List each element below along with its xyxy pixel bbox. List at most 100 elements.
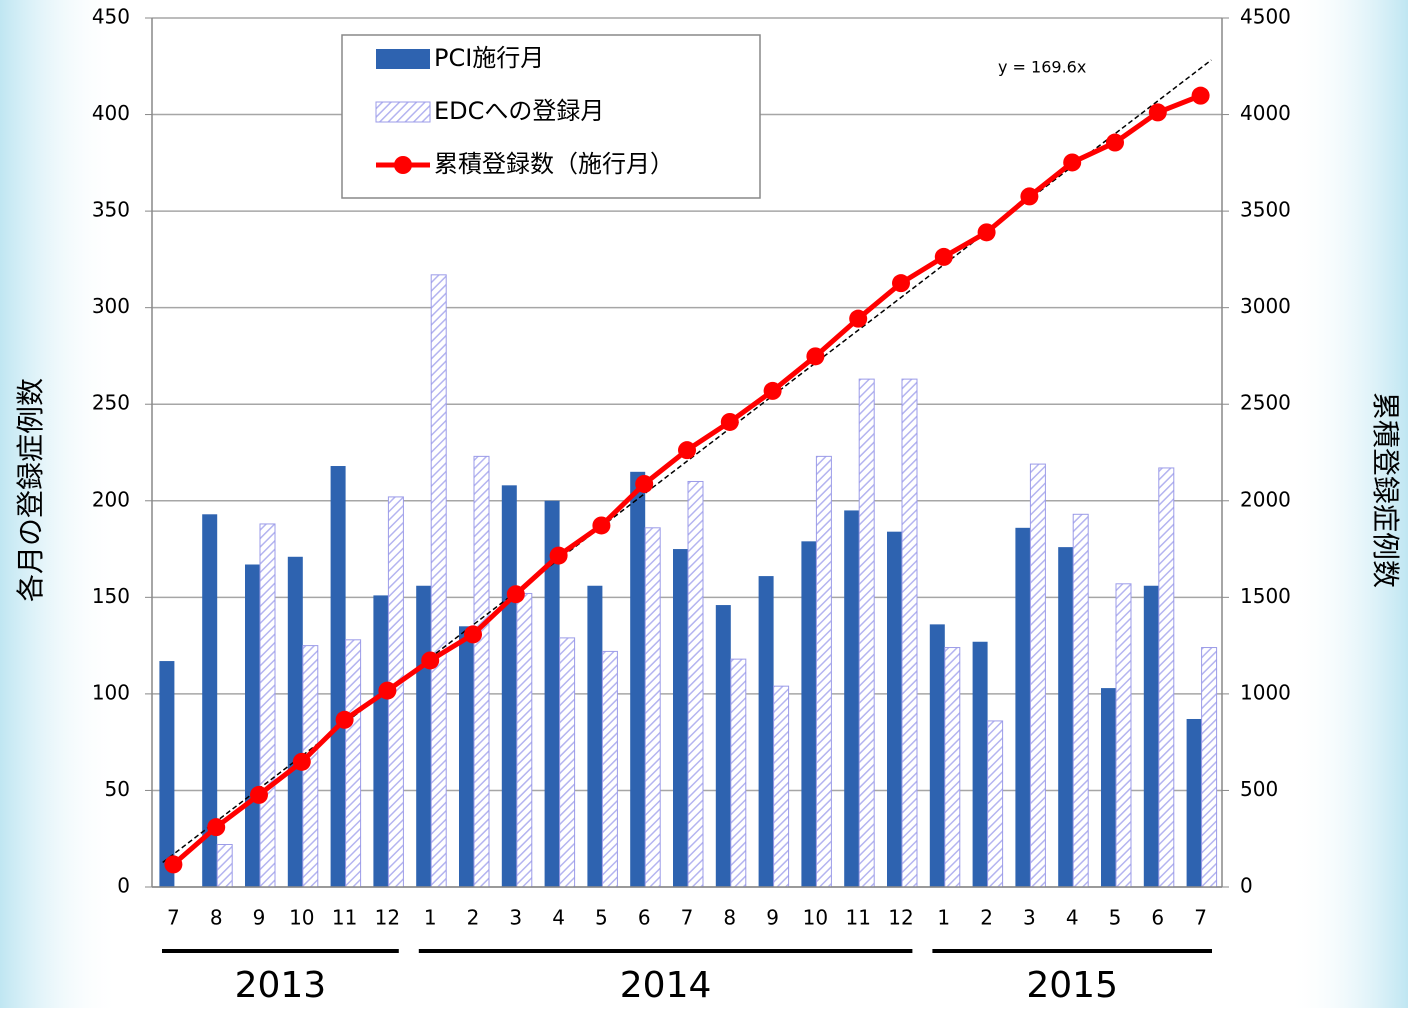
marker	[635, 474, 654, 493]
legend-swatch	[376, 49, 430, 69]
bar	[1029, 463, 1046, 888]
bar	[202, 514, 218, 887]
y2-tick-label: 0	[1240, 874, 1253, 898]
bar	[715, 605, 731, 887]
background	[1288, 0, 1408, 1008]
y2-tick-label: 2500	[1240, 391, 1291, 415]
bar	[1072, 513, 1089, 888]
marker	[421, 651, 440, 670]
bar	[516, 592, 533, 888]
x-tick-label: 4	[552, 906, 565, 930]
marker	[1020, 187, 1039, 206]
y2-tick-label: 1000	[1240, 680, 1291, 704]
bar	[1158, 467, 1175, 888]
bar	[416, 585, 432, 887]
x-tick-label: 11	[845, 906, 870, 930]
x-tick-label: 12	[888, 906, 913, 930]
bar	[1115, 583, 1132, 888]
bar	[430, 274, 447, 888]
bar	[758, 576, 774, 887]
bar	[972, 641, 988, 887]
marker	[164, 855, 183, 874]
bar	[644, 527, 661, 888]
legend-swatch	[394, 156, 412, 174]
y-tick-label: 250	[92, 391, 130, 415]
x-tick-label: 1	[937, 906, 950, 930]
marker	[720, 412, 739, 431]
legend-label: PCI施行月	[434, 44, 544, 72]
y2-tick-label: 1500	[1240, 584, 1291, 608]
x-tick-label: 7	[1194, 906, 1207, 930]
x-tick-label: 10	[289, 906, 314, 930]
bar	[159, 661, 175, 887]
x-tick-label: 5	[1109, 906, 1122, 930]
bar	[259, 523, 276, 888]
bar	[801, 541, 817, 887]
marker	[977, 223, 996, 242]
bar	[929, 624, 945, 887]
y-axis-label: 各月の登録症例数	[14, 378, 47, 602]
marker	[592, 516, 611, 535]
marker	[1106, 133, 1124, 152]
bar	[587, 585, 603, 887]
marker	[849, 309, 868, 328]
bar	[330, 466, 346, 887]
year-label: 2015	[1026, 965, 1118, 1006]
x-tick-label: 7	[167, 906, 180, 930]
bar	[345, 639, 362, 888]
y-tick-label: 0	[117, 874, 130, 898]
x-tick-label: 10	[803, 906, 828, 930]
bar	[730, 658, 747, 888]
marker	[1148, 103, 1167, 122]
bar	[844, 510, 860, 887]
bar	[1201, 647, 1218, 888]
legend-label: EDCへの登録月	[434, 97, 604, 125]
x-tick-label: 4	[1066, 906, 1079, 930]
year-label: 2014	[620, 965, 712, 1006]
x-tick-label: 6	[638, 906, 651, 930]
y2-tick-label: 3000	[1240, 294, 1291, 318]
x-tick-label: 9	[766, 906, 779, 930]
marker	[506, 585, 525, 604]
bar	[501, 485, 517, 887]
y-tick-label: 400	[92, 101, 130, 125]
bar	[673, 549, 688, 887]
x-tick-label: 2	[467, 906, 480, 930]
bar	[1186, 718, 1202, 887]
y2-tick-label: 3500	[1240, 198, 1291, 222]
marker	[207, 818, 226, 837]
x-tick-label: 7	[681, 906, 694, 930]
marker	[892, 274, 910, 293]
y2-tick-label: 2000	[1240, 487, 1291, 511]
background	[0, 0, 120, 1008]
x-tick-label: 12	[375, 906, 400, 930]
bar	[459, 626, 474, 887]
legend-swatch	[375, 101, 431, 123]
marker	[678, 441, 696, 460]
bar	[987, 720, 1004, 888]
x-tick-label: 8	[723, 906, 736, 930]
marker	[378, 681, 397, 700]
x-tick-label: 2	[980, 906, 993, 930]
bar	[1143, 585, 1159, 887]
bar	[630, 471, 646, 887]
marker	[335, 710, 354, 729]
marker	[934, 247, 953, 266]
y2-tick-label: 4500	[1240, 5, 1291, 29]
marker	[292, 752, 311, 771]
bar	[373, 595, 389, 887]
y-tick-label: 50	[105, 777, 130, 801]
trendline-label: y = 169.6x	[998, 58, 1086, 77]
y-tick-label: 200	[92, 487, 130, 511]
bar	[944, 647, 961, 888]
x-tick-label: 3	[509, 906, 522, 930]
y2-tick-label: 4000	[1240, 101, 1291, 125]
x-tick-label: 3	[1023, 906, 1036, 930]
y-tick-label: 450	[92, 5, 130, 29]
bar	[216, 844, 233, 888]
bar	[901, 378, 918, 888]
bar	[815, 455, 832, 888]
y-tick-label: 150	[92, 584, 130, 608]
bar	[1015, 527, 1031, 887]
